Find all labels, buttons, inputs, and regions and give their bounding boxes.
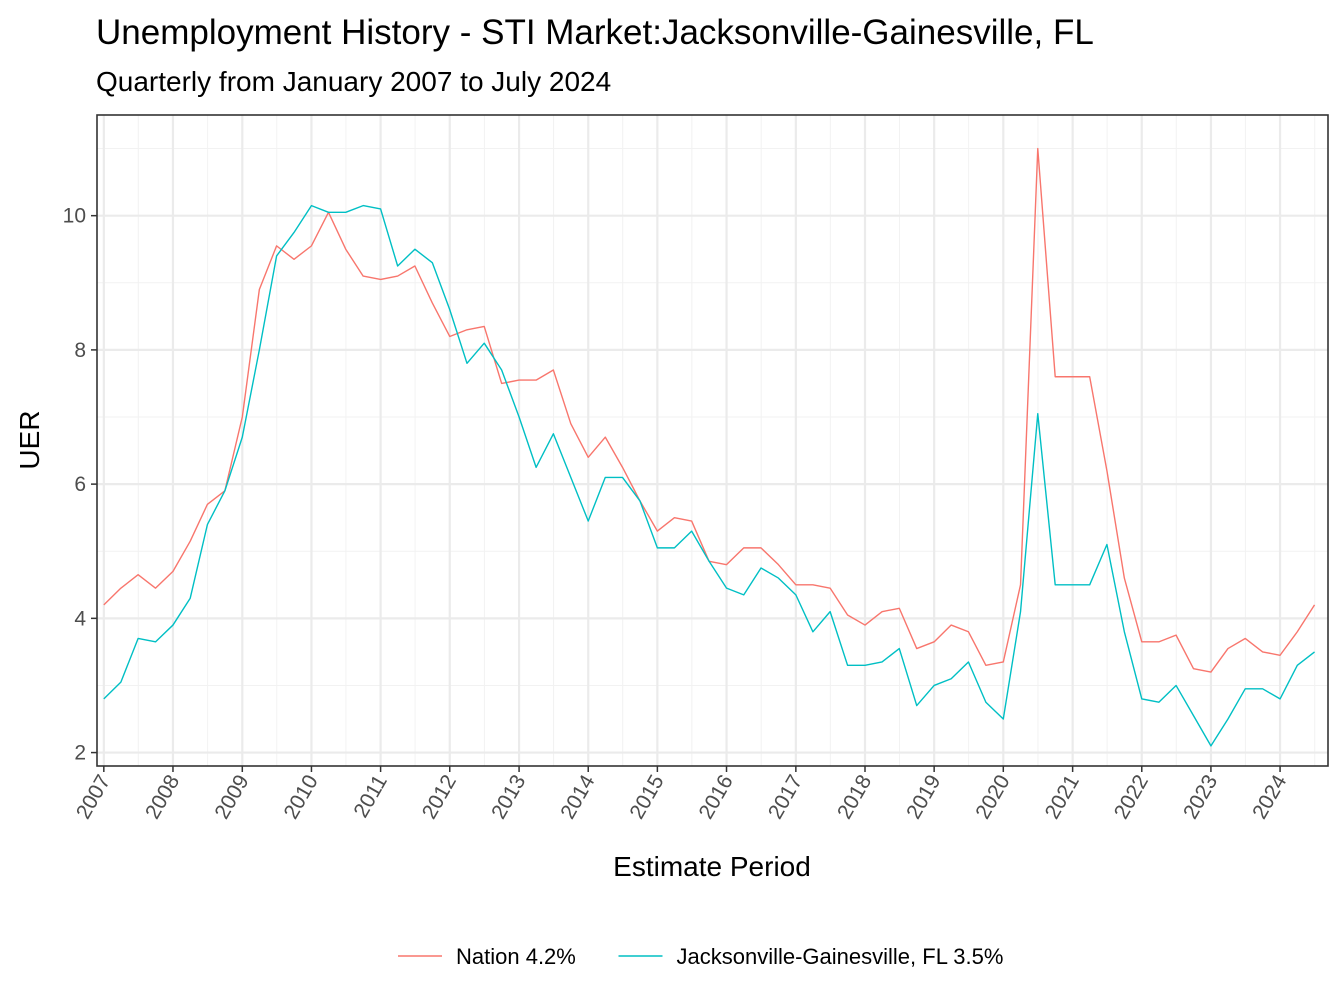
x-tick-label: 2022 bbox=[1110, 771, 1153, 823]
x-tick-label: 2019 bbox=[902, 771, 945, 823]
x-tick-label: 2011 bbox=[349, 771, 392, 822]
x-tick-label: 2024 bbox=[1248, 771, 1291, 823]
x-tick-label: 2023 bbox=[1179, 771, 1222, 823]
y-tick-label: 2 bbox=[74, 742, 86, 765]
x-tick-label: 2016 bbox=[695, 771, 738, 823]
legend: Nation 4.2% Jacksonville-Gainesville, FL … bbox=[398, 944, 1003, 969]
series-lines bbox=[103, 147, 1316, 747]
y-axis-title: UER bbox=[14, 410, 45, 469]
legend-item-jacksonville-label: Jacksonville-Gainesville, FL 3.5% bbox=[677, 944, 1004, 969]
x-tick-label: 2020 bbox=[971, 771, 1014, 823]
x-tick-label: 2012 bbox=[418, 771, 461, 823]
x-tick-label: 2013 bbox=[487, 771, 530, 823]
y-tick-label: 8 bbox=[74, 339, 86, 362]
x-tick-label: 2015 bbox=[625, 771, 668, 823]
y-tick-label: 6 bbox=[74, 473, 86, 496]
x-tick-label: 2009 bbox=[210, 771, 253, 823]
x-tick-label: 2021 bbox=[1041, 771, 1084, 823]
minor-gridlines bbox=[97, 115, 1328, 766]
series-line-jacksonville bbox=[103, 204, 1315, 747]
x-tick-label: 2007 bbox=[72, 771, 115, 823]
x-tick-label: 2010 bbox=[280, 771, 323, 823]
y-tick-label: 10 bbox=[63, 205, 86, 228]
chart-subtitle: Quarterly from January 2007 to July 2024 bbox=[96, 66, 611, 97]
legend-item-nation-label: Nation 4.2% bbox=[456, 944, 576, 969]
series-line-nation bbox=[103, 147, 1316, 673]
x-axis-title: Estimate Period bbox=[613, 851, 811, 882]
x-axis: 2007 2008 2009 2010 2011 2012 2013 2014 2015 2016… bbox=[72, 766, 1292, 823]
chart-title: Unemployment History - STI Market:Jackso… bbox=[96, 13, 1094, 52]
y-axis: 2 4 6 8 10 bbox=[63, 205, 97, 765]
x-tick-label: 2014 bbox=[556, 771, 599, 823]
x-tick-label: 2008 bbox=[141, 771, 184, 823]
x-tick-label: 2017 bbox=[764, 771, 807, 823]
plot-panel-border bbox=[96, 114, 1329, 767]
x-tick-label: 2018 bbox=[833, 771, 876, 823]
major-gridlines bbox=[97, 115, 1328, 766]
y-tick-label: 4 bbox=[74, 607, 86, 630]
